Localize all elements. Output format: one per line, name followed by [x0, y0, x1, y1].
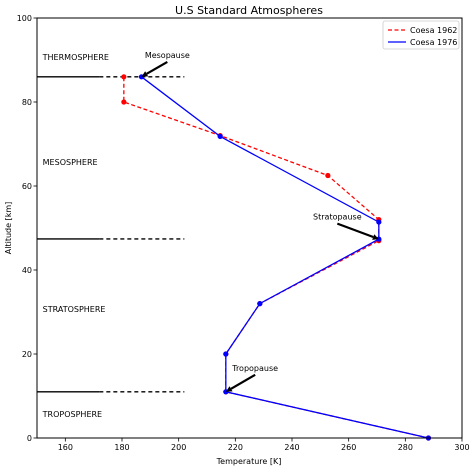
series-1-point-3 — [257, 301, 263, 307]
x-tick-label-6: 280 — [398, 443, 413, 452]
y-tick-label-0: 0 — [27, 434, 32, 443]
series-line-0 — [123, 76, 429, 439]
legend-label-0: Coesa 1962 — [410, 26, 457, 35]
annotation-arrowhead-1 — [372, 234, 379, 240]
layer-label-0: THERMOSPHERE — [42, 53, 109, 62]
series-0-point-6 — [325, 172, 331, 179]
series-1-point-2 — [223, 351, 229, 357]
annotation-arrowhead-0 — [141, 71, 149, 77]
annotation-2: Tropopause — [231, 364, 278, 373]
y-tick-label-5: 100 — [17, 14, 32, 23]
annotation-arrow-0 — [146, 60, 168, 75]
series-1-point-6 — [217, 133, 223, 140]
annotation-0: Mesopause — [145, 51, 190, 60]
annotation-arrowhead-2 — [225, 386, 233, 392]
y-axis-label: Altitude [km] — [4, 202, 13, 254]
annotation-1: Stratopause — [313, 213, 362, 222]
series-0-point-8 — [121, 99, 127, 105]
x-tick-label-4: 240 — [284, 443, 299, 452]
annotation-arrow-1 — [336, 222, 374, 239]
x-tick-label-2: 200 — [171, 443, 186, 452]
x-axis-label: Temperature [K] — [216, 457, 282, 466]
x-tick-label-1: 180 — [114, 443, 129, 452]
chart-title: U.S Standard Atmospheres — [175, 4, 323, 17]
y-tick-label-1: 20 — [22, 350, 32, 359]
layer-label-3: TROPOSPHERE — [42, 410, 102, 419]
y-tick-label-3: 60 — [22, 182, 32, 191]
y-tick-label-4: 80 — [22, 98, 32, 107]
layer-label-2: STRATOSPHERE — [43, 305, 106, 314]
axes-frame — [36, 17, 463, 439]
series-line-1 — [141, 76, 429, 439]
layer-label-1: MESOSPHERE — [43, 158, 98, 167]
x-tick-label-5: 260 — [341, 443, 356, 452]
y-tick-label-2: 40 — [22, 266, 32, 275]
annotation-arrow-2 — [230, 373, 256, 390]
x-tick-label-7: 300 — [454, 443, 469, 452]
series-0-point-9 — [121, 74, 127, 80]
series-1-point-5 — [376, 219, 382, 225]
x-tick-label-0: 160 — [58, 443, 73, 452]
x-tick-label-3: 220 — [228, 443, 243, 452]
legend: Coesa 1962 Coesa 1976 — [382, 20, 460, 50]
plot-area: THERMOSPHERE MESOSPHERE STRATOSPHERE TROPOS… — [17, 14, 470, 452]
legend-label-1: Coesa 1976 — [410, 38, 457, 47]
